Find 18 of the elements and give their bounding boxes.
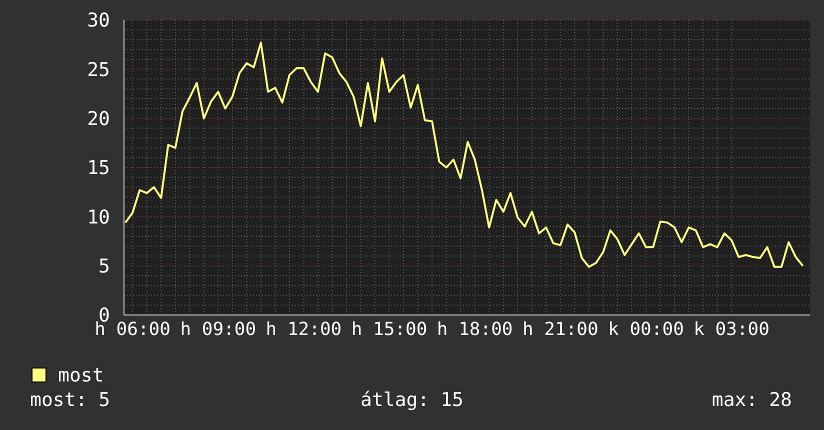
text: most: 5 [30, 389, 110, 411]
y-tick-label: 5 [98, 255, 110, 278]
legend-label: most [58, 364, 104, 387]
y-tick-label: 10 [87, 206, 110, 228]
y-tick-label: 30 [87, 10, 110, 32]
x-tick-label: h 21:00 [522, 319, 598, 340]
x-tick-label: h 18:00 [436, 319, 513, 340]
x-tick-label: k 03:00 [694, 319, 770, 340]
line-series [124, 42, 804, 268]
x-tick-label: k 00:00 [608, 319, 684, 340]
x-tick-label: h 09:00 [180, 319, 256, 340]
x-tick-label: h 15:00 [351, 319, 428, 340]
y-tick-label: 25 [87, 58, 110, 81]
y-tick-label: 20 [87, 108, 110, 130]
text: max: 28 [712, 389, 792, 411]
text: átlag: 15 [360, 389, 464, 411]
y-tick-label: 15 [87, 157, 110, 180]
x-tick-label: h 12:00 [266, 319, 342, 340]
